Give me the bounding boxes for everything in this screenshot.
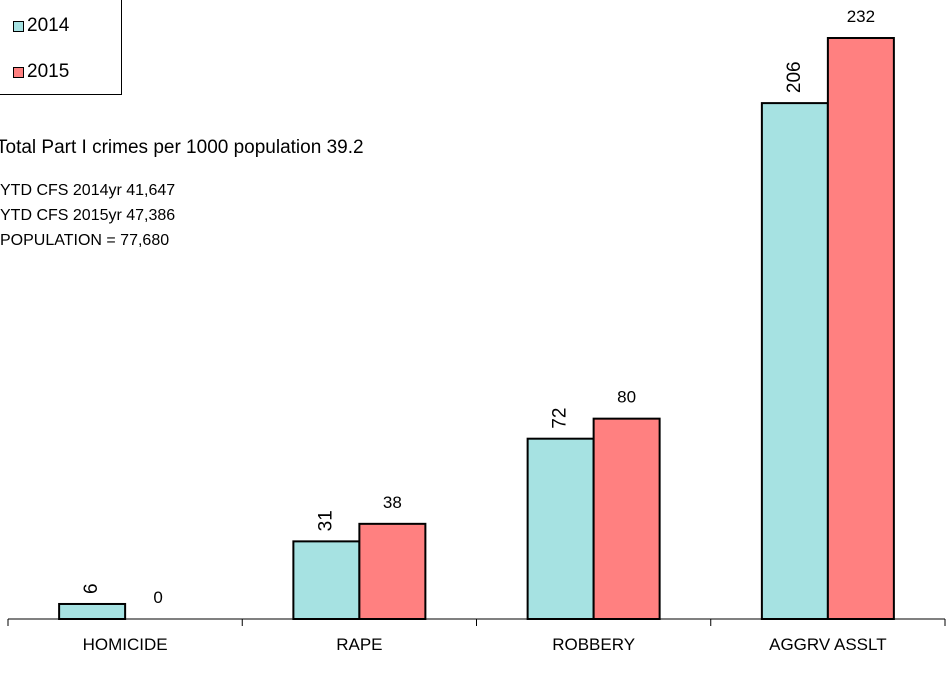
legend-swatch-2014: [13, 20, 24, 32]
data-label-2015-homicide: 0: [153, 588, 162, 607]
annotation-cfs-2015: YTD CFS 2015yr 47,386: [0, 207, 176, 224]
chart-legend: 2014 2015: [0, 0, 122, 95]
data-label-2014-homicide: 6: [81, 583, 102, 594]
annotation-cfs-2014: YTD CFS 2014yr 41,647: [0, 182, 176, 199]
data-label-2014-rape: 31: [315, 510, 336, 531]
legend-label-2015: 2015: [27, 61, 70, 82]
legend-item-2015: 2015: [13, 61, 69, 83]
bar-2015-robbery: [592, 417, 661, 621]
x-tick-label-rape: RAPE: [336, 635, 382, 654]
data-label-2014-aggrv-asslt: 206: [784, 61, 805, 93]
x-tick-label-homicide: HOMICIDE: [83, 635, 168, 654]
bar-2015-aggrv-asslt: [826, 37, 895, 620]
data-label-2015-aggrv-asslt: 232: [847, 7, 875, 26]
annotation-crime-rate: Total Part I crimes per 1000 population …: [0, 137, 364, 158]
data-label-2015-rape: 38: [383, 493, 402, 512]
bar-2014-aggrv-asslt: [760, 102, 829, 621]
data-label-2015-robbery: 80: [617, 388, 636, 407]
legend-swatch-2015: [13, 66, 24, 78]
bar-2015-rape: [358, 522, 427, 620]
bar-2014-robbery: [526, 437, 595, 621]
annotation-population: POPULATION = 77,680: [0, 232, 170, 249]
x-tick-label-robbery: ROBBERY: [552, 635, 635, 654]
legend-label-2014: 2014: [27, 15, 70, 36]
x-tick-label-aggrv-asslt: AGGRV ASSLT: [769, 635, 886, 654]
legend-item-2014: 2014: [13, 15, 69, 37]
bar-2014-homicide: [58, 602, 127, 620]
data-label-2014-robbery: 72: [550, 408, 571, 429]
bar-2014-rape: [292, 540, 361, 621]
